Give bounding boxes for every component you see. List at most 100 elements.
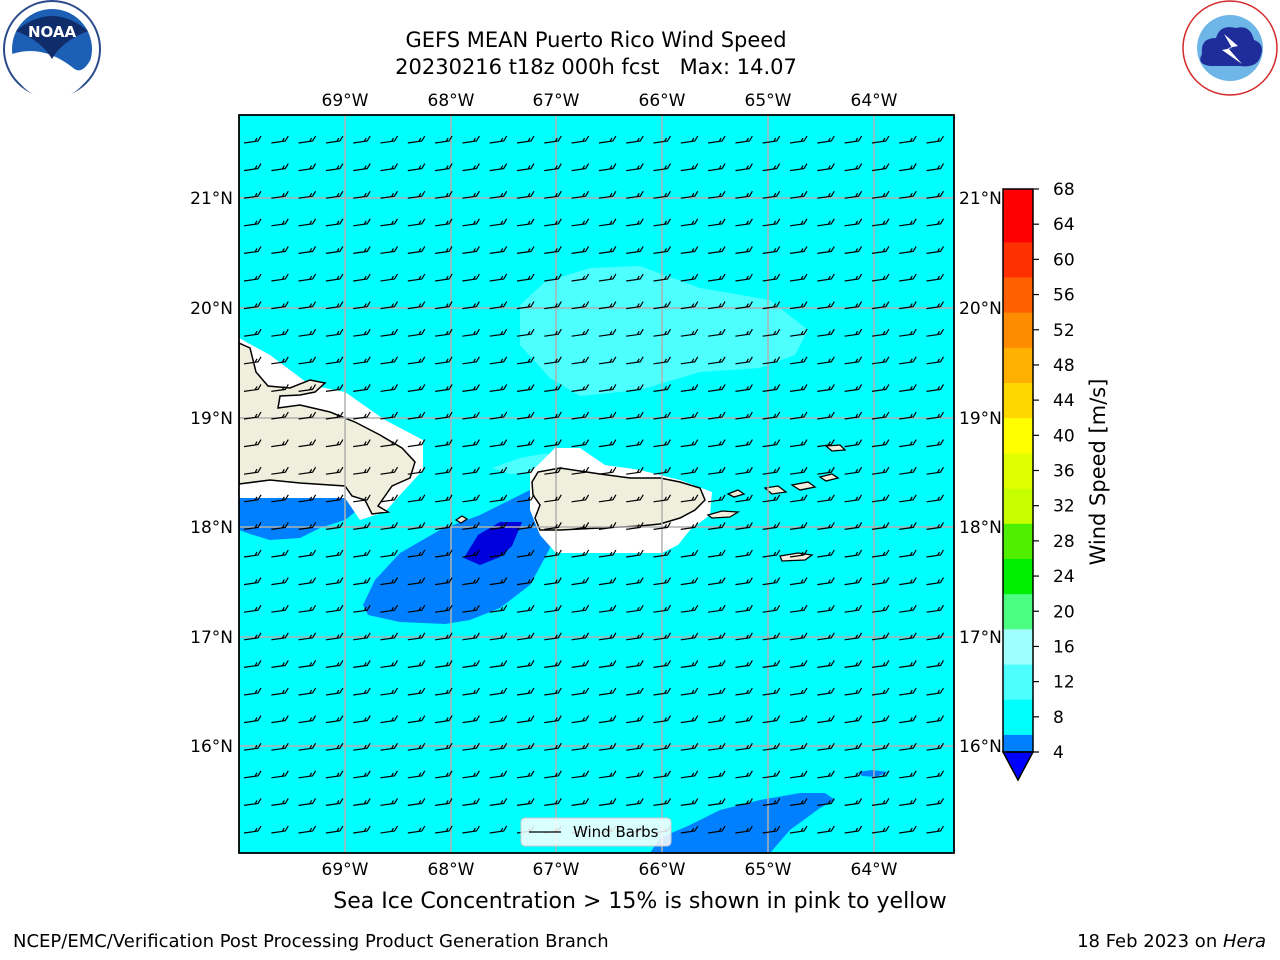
wind-barb [544, 163, 562, 172]
wind-barb [871, 466, 890, 475]
wind-barb [407, 715, 426, 724]
wind-barb [789, 742, 808, 751]
wind-barb [489, 218, 508, 227]
wind-barb [489, 632, 508, 641]
wind-barb [680, 522, 699, 530]
wind-barb [353, 742, 371, 751]
colorbar-segment [1003, 259, 1033, 278]
wind-barb [516, 715, 535, 724]
wind-barb [926, 577, 945, 586]
wind-barb [462, 273, 480, 282]
wind-barb [407, 411, 426, 420]
wind-barb [243, 522, 262, 530]
map-legend: Wind Barbs [520, 817, 672, 847]
wind-barb [516, 604, 535, 613]
lon-label: 64°W [851, 91, 898, 111]
wind-barb [762, 328, 781, 337]
lon-label: 69°W [322, 860, 369, 880]
wind-barb [516, 190, 535, 199]
wind-barb [789, 494, 808, 503]
wind-barb [598, 660, 617, 668]
wind-barb [871, 742, 890, 751]
wind-barb [544, 190, 562, 199]
wind-barb [735, 660, 753, 668]
wind-barb [380, 246, 399, 254]
wind-barb [435, 135, 453, 144]
wind-barb [298, 218, 317, 227]
wind-barb [708, 522, 726, 530]
wind-barb [353, 301, 371, 310]
wind-barb [353, 522, 371, 530]
wind-barb [844, 246, 863, 254]
wind-barb [926, 466, 945, 475]
wind-barb [871, 190, 890, 199]
wind-barb [789, 328, 808, 337]
wind-barb [680, 328, 699, 337]
wind-barb [435, 632, 453, 641]
wind-barb [271, 742, 289, 751]
wind-barb [462, 328, 480, 337]
wind-barb [817, 135, 835, 144]
wind-barb [325, 715, 344, 724]
wind-barb [680, 715, 699, 724]
wind-barb [626, 604, 644, 613]
wind-barb [298, 494, 317, 503]
colorbar-segment [1003, 189, 1033, 208]
colorbar-tick-label: 48 [1053, 356, 1075, 376]
wind-barb [271, 604, 289, 613]
wind-barb [653, 632, 672, 641]
wind-barb [380, 356, 399, 365]
lat-label: 16°N [959, 737, 1002, 757]
wind-barb [571, 439, 590, 448]
wind-barb [653, 135, 672, 144]
wind-barb [571, 466, 590, 475]
wind-barb [271, 798, 289, 806]
wind-barb [680, 301, 699, 310]
wind-barb [325, 439, 344, 448]
lat-labels-left: 21°N 20°N 19°N 18°N 17°N 16°N [190, 189, 233, 757]
wind-barb [653, 549, 672, 558]
wind-barb [762, 604, 781, 613]
colorbar-tick-label: 16 [1053, 637, 1075, 657]
wind-barb [516, 466, 535, 475]
wind-barb [298, 742, 317, 751]
wind-barb [598, 135, 617, 144]
wind-barb [544, 715, 562, 724]
wind-barb [871, 273, 890, 282]
wind-barb [680, 577, 699, 586]
colorbar-segment [1003, 716, 1033, 735]
wind-barb [871, 246, 890, 254]
wind-barb [626, 466, 644, 475]
wind-barb [844, 439, 863, 448]
wind-barb [325, 632, 344, 641]
wind-barb [789, 384, 808, 392]
wind-barb [626, 549, 644, 558]
wind-barb [844, 301, 863, 310]
wind-barb [735, 742, 753, 751]
wind-barb [407, 328, 426, 337]
wind-barb [844, 522, 863, 530]
wind-barb [489, 273, 508, 282]
wind-barb [571, 190, 590, 199]
wind-barb [462, 466, 480, 475]
wind-barb [762, 798, 781, 806]
colorbar-tick-label: 12 [1053, 673, 1075, 693]
wind-barb [243, 301, 262, 310]
wind-barb [708, 273, 726, 282]
wind-barb [380, 218, 399, 227]
wind-barb [325, 604, 344, 613]
wind-barb [516, 135, 535, 144]
wind-barb [871, 411, 890, 420]
wind-barb [926, 439, 945, 448]
wind-barb [271, 715, 289, 724]
wind-barb [271, 328, 289, 337]
wind-barb [544, 687, 562, 696]
wind-barb [435, 328, 453, 337]
wind-barb [789, 190, 808, 199]
wind-barb [353, 135, 371, 144]
wind-barb [571, 273, 590, 282]
wind-barb [789, 660, 808, 668]
wind-barb [462, 770, 480, 779]
wind-barb [899, 384, 917, 392]
wind-barb [271, 439, 289, 448]
